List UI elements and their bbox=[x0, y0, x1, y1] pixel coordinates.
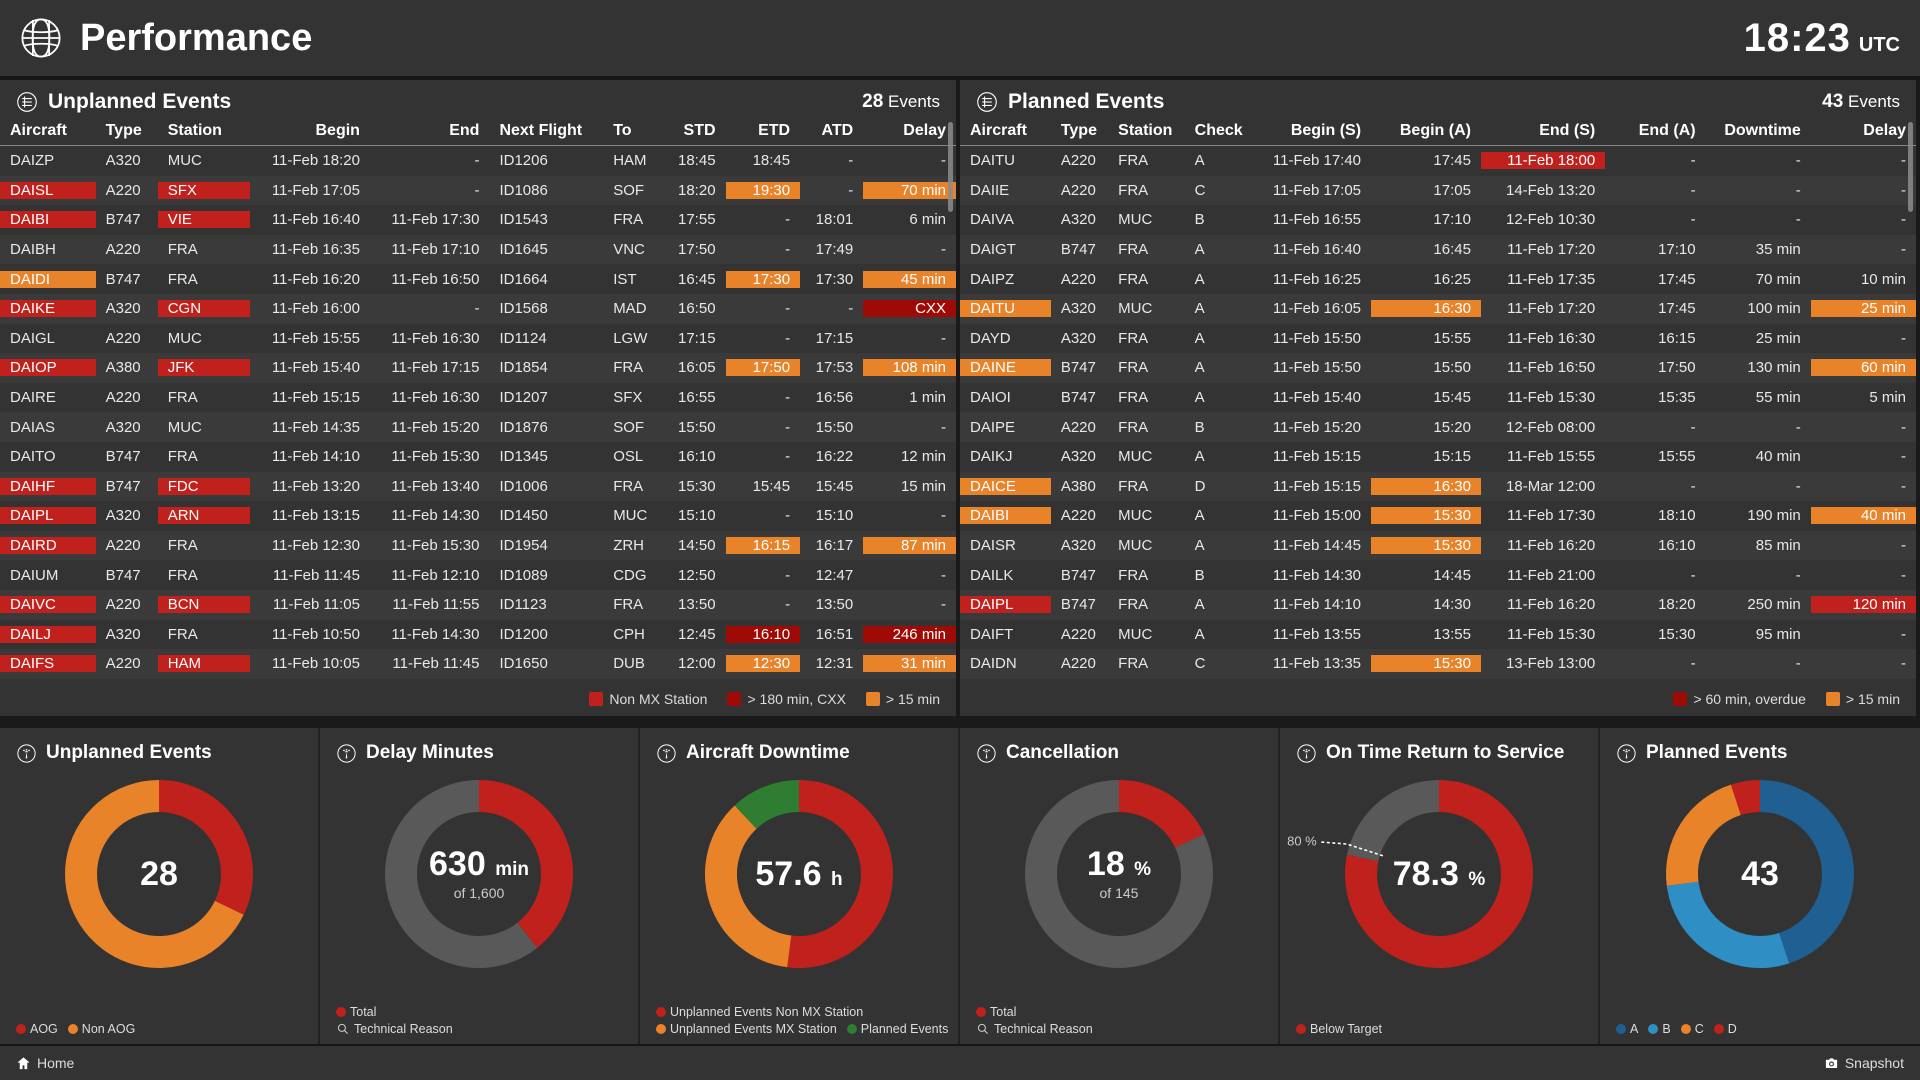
svg-text:80 %: 80 % bbox=[1287, 833, 1317, 848]
